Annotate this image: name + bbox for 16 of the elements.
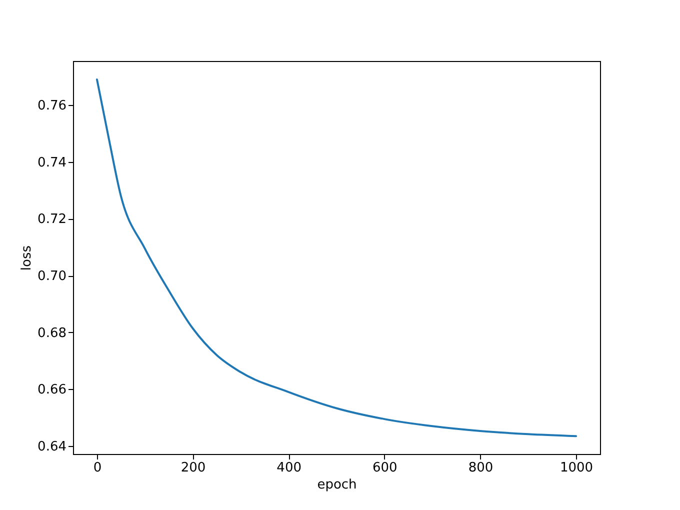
y-tick-label: 0.66 — [38, 382, 66, 398]
x-tick-label: 200 — [180, 460, 206, 476]
x-tick-label: 0 — [93, 460, 102, 476]
y-tick-label: 0.70 — [38, 269, 66, 284]
y-tick-label: 0.72 — [38, 212, 66, 228]
x-tick-label: 400 — [276, 460, 302, 476]
x-tick-label: 1000 — [560, 460, 594, 476]
y-tick-label: 0.64 — [38, 440, 66, 455]
y-tick-label: 0.74 — [38, 155, 66, 170]
line-series — [96, 78, 578, 438]
y-tick-label: 0.76 — [38, 98, 66, 114]
y-axis-title: loss — [20, 245, 35, 271]
x-axis-title: epoch — [317, 478, 357, 492]
x-tick-label: 600 — [372, 460, 398, 476]
x-tick-label: 800 — [468, 460, 494, 476]
y-tick-label: 0.68 — [38, 326, 66, 341]
